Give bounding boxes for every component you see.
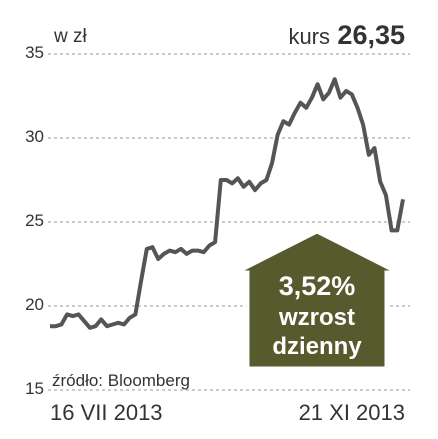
y-tick-label: 20 (25, 295, 44, 314)
badge-arrow (237, 230, 397, 370)
source: źródło: Bloomberg (52, 371, 190, 390)
price-label: kurs (288, 24, 330, 49)
price-line (50, 77, 405, 330)
price: 26,35 (337, 20, 405, 50)
y-tick-label: 30 (25, 127, 44, 146)
y-tick-label: 25 (25, 211, 44, 230)
x-tick-label: 16 VII 2013 (50, 400, 163, 425)
badge-change: 3,52% (279, 271, 356, 301)
x-tick-label: 21 XI 2013 (299, 400, 405, 425)
badge-line: wzrost (278, 304, 355, 331)
unit-label: w zł (53, 26, 88, 47)
badge: 3,52% wzrost dzienny (237, 230, 397, 370)
y-tick-label: 15 (25, 379, 44, 398)
y-tick-label: 35 (25, 43, 44, 62)
badge-line: dzienny (272, 333, 362, 360)
